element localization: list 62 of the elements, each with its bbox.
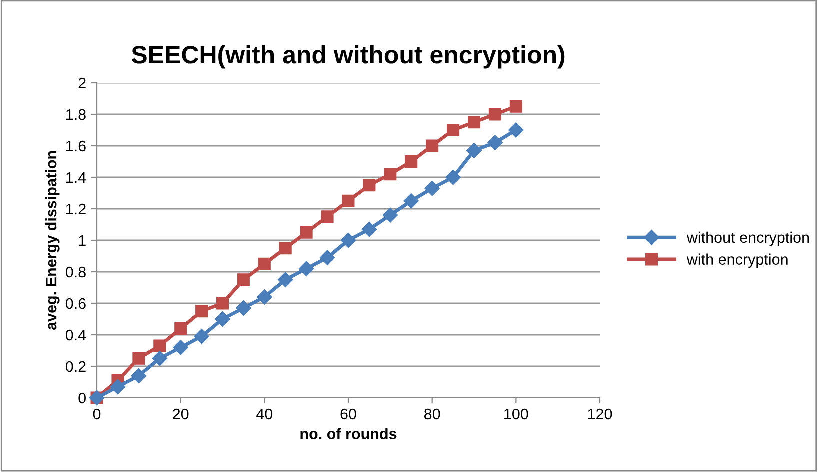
point: [488, 135, 503, 150]
point: [320, 250, 336, 266]
point: [468, 116, 480, 129]
point: [510, 100, 522, 113]
point: [152, 351, 168, 366]
y-tick-label: 0.8: [66, 266, 86, 278]
point: [488, 108, 502, 121]
point: [363, 179, 376, 192]
y-tick-label: 1.4: [66, 172, 86, 184]
point: [342, 194, 355, 208]
point: [258, 258, 271, 270]
y-tick-label: 1: [79, 236, 86, 246]
y-tick-label: 0.6: [66, 298, 86, 310]
y-tick-label: 2: [78, 78, 86, 89]
y-tick-label: 0: [78, 392, 86, 404]
x-tick-label: 40: [256, 408, 273, 420]
chart-title: SEECH(with and without encryption): [132, 45, 565, 69]
y-tick-label: 1.8: [66, 109, 86, 120]
legend-label: with encryption: [686, 254, 788, 268]
point: [466, 143, 482, 158]
y-axis-title: aveg. Energy dissipation: [45, 151, 60, 330]
point: [300, 226, 313, 239]
y-tick-label: 0.2: [66, 361, 86, 372]
x-tick-label: 60: [340, 408, 356, 420]
point: [424, 180, 440, 196]
point: [154, 340, 166, 352]
point: [404, 194, 419, 209]
point: [384, 168, 397, 181]
x-tick-label: 20: [173, 408, 189, 420]
point: [508, 122, 524, 138]
point: [299, 261, 314, 276]
point: [279, 242, 292, 255]
point: [362, 222, 378, 238]
point: [321, 210, 334, 224]
point: [340, 232, 356, 248]
point: [131, 368, 146, 384]
point: [173, 340, 188, 356]
y-tick-label: 1.6: [66, 140, 86, 152]
point: [426, 140, 439, 152]
point: [447, 124, 460, 136]
point: [446, 170, 461, 186]
y-tick-label: 0.4: [66, 330, 86, 341]
point: [196, 305, 208, 318]
legend-label: without encryption: [686, 232, 810, 246]
point: [405, 156, 418, 168]
x-axis-title: no. of rounds: [300, 428, 397, 440]
x-tick-label: 80: [424, 408, 440, 420]
point: [236, 300, 252, 316]
point: [216, 297, 229, 310]
point: [278, 272, 294, 288]
point: [194, 329, 210, 344]
y-tick-label: 1.2: [66, 204, 86, 215]
point: [110, 379, 126, 395]
x-tick-label: 100: [504, 408, 528, 420]
point: [174, 322, 188, 335]
point: [215, 312, 230, 327]
x-tick-label: 0: [93, 408, 101, 420]
point: [237, 274, 250, 286]
point: [132, 352, 146, 365]
point: [257, 290, 272, 305]
x-tick-label: 120: [588, 408, 612, 420]
point: [382, 208, 398, 223]
